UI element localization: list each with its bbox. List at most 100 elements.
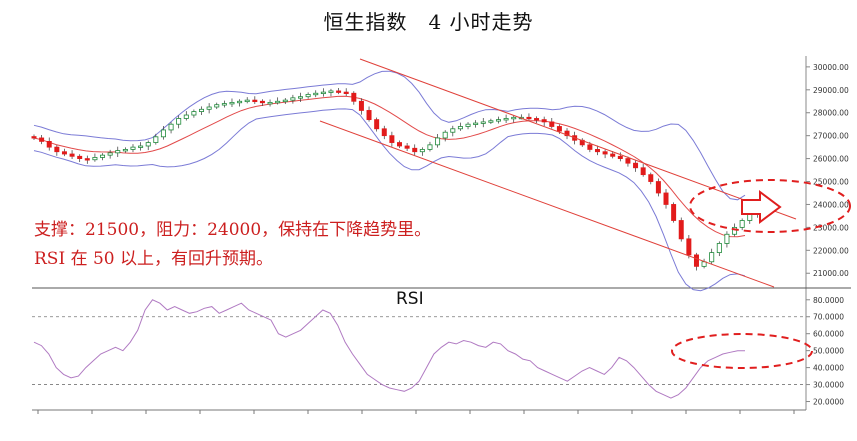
candle-body xyxy=(663,192,669,205)
candle-body xyxy=(564,130,570,137)
candle-body xyxy=(343,91,349,95)
candle-body xyxy=(366,110,372,121)
candle-body xyxy=(549,121,555,127)
candle-body xyxy=(693,254,699,267)
candle-body xyxy=(267,102,273,105)
candle-body xyxy=(176,118,182,125)
trend-channel xyxy=(319,58,797,288)
price-tick-label: 28000.00 xyxy=(813,109,849,118)
price-tick-label: 21000.00 xyxy=(813,269,849,278)
candle-body xyxy=(160,129,166,138)
candle-body xyxy=(122,149,128,152)
candle-body xyxy=(732,226,738,235)
candle-body xyxy=(465,123,471,127)
candle-body xyxy=(275,100,281,104)
rsi-panel-label: RSI xyxy=(396,289,424,309)
candle-body xyxy=(39,137,45,142)
candle-body xyxy=(46,140,52,148)
candle-body xyxy=(633,162,639,169)
candle-body xyxy=(503,118,509,121)
candle-body xyxy=(244,99,250,103)
bollinger-upper xyxy=(33,70,746,201)
rsi-line xyxy=(33,299,745,399)
candle-body xyxy=(602,151,608,155)
rsi-tick-label: 80.0000 xyxy=(813,296,844,305)
candle-body xyxy=(625,158,631,164)
candle-body xyxy=(351,92,357,102)
candle-body xyxy=(419,149,425,153)
candle-body xyxy=(237,100,243,104)
candle-body xyxy=(336,90,342,93)
candle-body xyxy=(31,136,37,139)
candle-body xyxy=(61,151,67,155)
price-tick-label: 30000.00 xyxy=(813,63,849,72)
candle-body xyxy=(435,137,441,146)
price-tick-label: 23000.00 xyxy=(813,223,849,232)
candle-body xyxy=(69,153,75,157)
candle-body xyxy=(153,136,159,143)
candle-body xyxy=(77,155,83,159)
trend-upper xyxy=(359,58,797,220)
candle-body xyxy=(183,114,189,119)
candle-body xyxy=(199,108,205,112)
candle-body xyxy=(594,149,600,153)
chart-title: 恒生指数 4 小时走势 xyxy=(323,10,534,34)
candle-body xyxy=(92,157,98,161)
candle-body xyxy=(130,146,136,150)
candle-body xyxy=(587,144,593,150)
candle-body xyxy=(115,150,121,154)
candle-body xyxy=(739,220,745,228)
candle-body xyxy=(686,238,692,256)
candle-body xyxy=(320,91,326,95)
candle-body xyxy=(655,181,661,194)
candle-body xyxy=(495,119,501,122)
rsi-tick-label: 40.0000 xyxy=(813,364,844,373)
candle-body xyxy=(100,154,106,158)
candle-body xyxy=(556,126,562,132)
rsi-panel: 20.0000 30.0000 40.0000 50.0000 60.0000 70.00… xyxy=(32,296,844,407)
candle-body xyxy=(457,126,463,130)
candle-body xyxy=(191,111,197,116)
price-tick-label: 29000.00 xyxy=(813,86,849,95)
candle-body xyxy=(282,99,288,103)
bollinger-lower xyxy=(33,108,746,292)
candle-body xyxy=(617,155,623,159)
highlight-marks xyxy=(671,179,851,369)
candle-body xyxy=(678,220,684,240)
resistance-highlight-ellipse xyxy=(689,179,851,233)
candle-body xyxy=(305,93,311,98)
price-tick-label: 24000.00 xyxy=(813,200,849,209)
candle-body xyxy=(358,100,364,111)
candle-body xyxy=(252,99,258,103)
rsi-tick-label: 30.0000 xyxy=(813,381,844,390)
candle-body xyxy=(168,123,174,131)
candle-body xyxy=(511,116,517,120)
candle-body xyxy=(221,103,227,106)
candle-body xyxy=(84,158,90,161)
price-tick-label: 22000.00 xyxy=(813,246,849,255)
candle-body xyxy=(450,128,456,133)
candle-body xyxy=(290,97,296,101)
candle-body xyxy=(473,122,479,125)
candle-body xyxy=(298,96,304,99)
candle-body xyxy=(442,131,448,139)
candle-body xyxy=(671,204,677,221)
rsi-highlight-ellipse xyxy=(671,333,813,369)
candle-body xyxy=(214,104,220,108)
price-tick-label: 27000.00 xyxy=(813,132,849,141)
candle-body xyxy=(54,146,60,153)
rsi-note: RSI 在 50 以上，有回升预期。 xyxy=(34,249,274,269)
candle-body xyxy=(541,119,547,123)
upward-arrow-icon xyxy=(741,190,782,224)
trend-lower xyxy=(319,120,775,288)
candle-body xyxy=(259,100,265,104)
candle-body xyxy=(427,144,433,150)
candle-body xyxy=(648,174,654,182)
bollinger-middle xyxy=(33,95,746,238)
candle-body xyxy=(313,92,319,96)
candle-body xyxy=(107,152,113,156)
candle-body xyxy=(610,153,616,157)
candle-body xyxy=(206,106,212,110)
bollinger-bands xyxy=(33,70,746,292)
